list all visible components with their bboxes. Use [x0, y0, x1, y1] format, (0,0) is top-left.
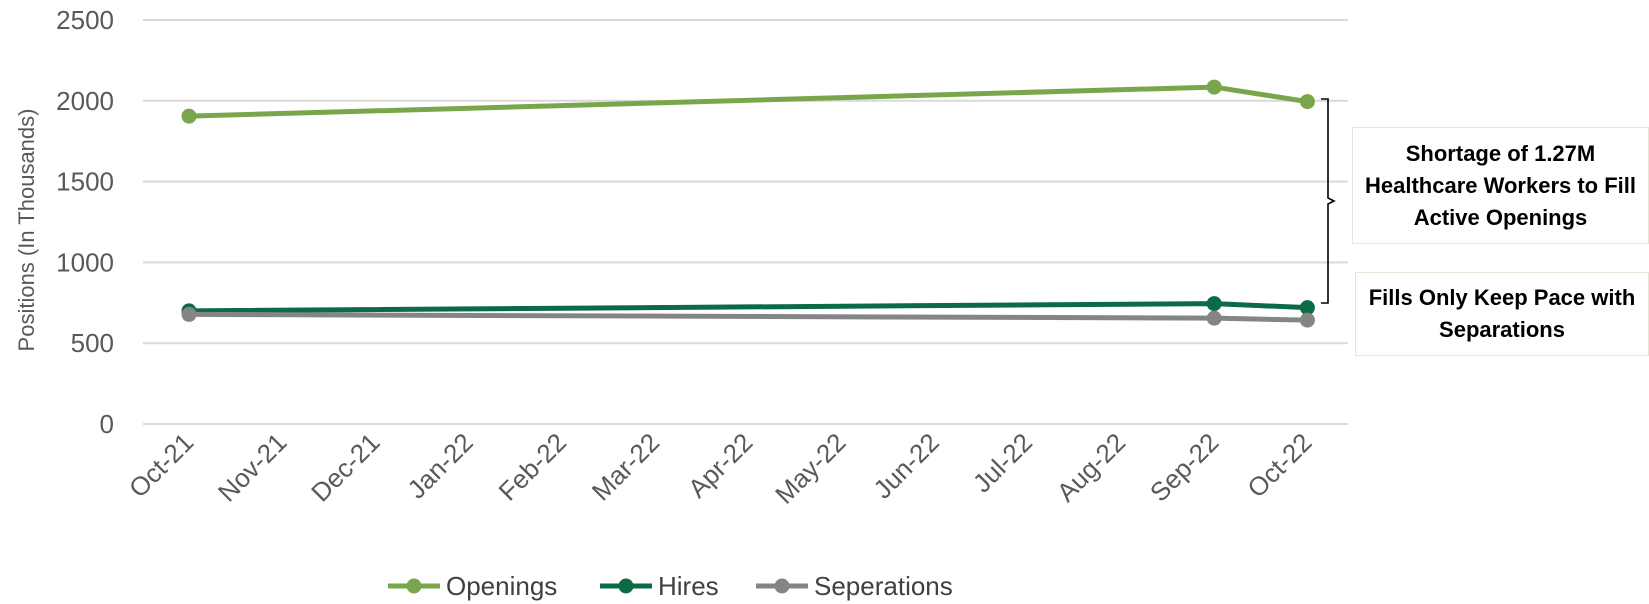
fills-callout: Fills Only Keep Pace with Separations: [1355, 272, 1649, 356]
x-tick-label: May-22: [769, 427, 852, 510]
data-point-hires: [1207, 296, 1222, 311]
series-line-seperations: [189, 314, 1307, 320]
series-line-hires: [189, 304, 1307, 311]
y-tick-label: 500: [71, 328, 114, 358]
legend-label-seperations: Seperations: [814, 571, 953, 601]
legend-marker-openings: [407, 579, 422, 594]
y-axis-ticks: 0 500 1000 1500 2000 2500: [56, 5, 114, 439]
legend-label-hires: Hires: [658, 571, 719, 601]
x-tick-label: Jun-22: [867, 427, 944, 504]
x-tick-label: Dec-21: [305, 427, 385, 507]
y-tick-label: 1500: [56, 167, 114, 197]
y-tick-label: 2000: [56, 86, 114, 116]
data-point-openings: [182, 109, 197, 124]
x-tick-label: Oct-21: [123, 427, 199, 503]
data-point-seperations: [1300, 313, 1315, 328]
shortage-bracket: [1321, 99, 1334, 303]
legend-marker-hires: [619, 579, 634, 594]
x-tick-label: Jan-22: [401, 427, 478, 504]
legend: Openings Hires Seperations: [388, 571, 953, 601]
x-tick-label: Mar-22: [586, 427, 665, 506]
y-axis-label: Positions (In Thousands): [14, 109, 39, 352]
data-point-seperations: [1207, 311, 1222, 326]
legend-marker-seperations: [775, 579, 790, 594]
series-lines: [182, 80, 1315, 328]
x-tick-label: Sep-22: [1144, 427, 1224, 507]
legend-label-openings: Openings: [446, 571, 557, 601]
x-tick-label: Oct-22: [1241, 427, 1317, 503]
y-tick-label: 2500: [56, 5, 114, 35]
data-point-seperations: [182, 307, 197, 322]
y-tick-label: 0: [100, 409, 114, 439]
x-tick-label: Aug-22: [1051, 427, 1131, 507]
data-point-openings: [1207, 80, 1222, 95]
x-tick-label: Apr-22: [682, 427, 758, 503]
data-point-openings: [1300, 94, 1315, 109]
x-axis-ticks: Oct-21 Nov-21 Dec-21 Jan-22 Feb-22 Mar-22 Apr-…: [123, 427, 1318, 510]
x-tick-label: Jul-22: [967, 427, 1038, 498]
x-tick-label: Feb-22: [493, 427, 572, 506]
x-tick-label: Nov-21: [212, 427, 292, 507]
gridlines: [143, 20, 1348, 424]
y-tick-label: 1000: [56, 247, 114, 277]
shortage-callout: Shortage of 1.27M Healthcare Workers to …: [1352, 127, 1649, 244]
